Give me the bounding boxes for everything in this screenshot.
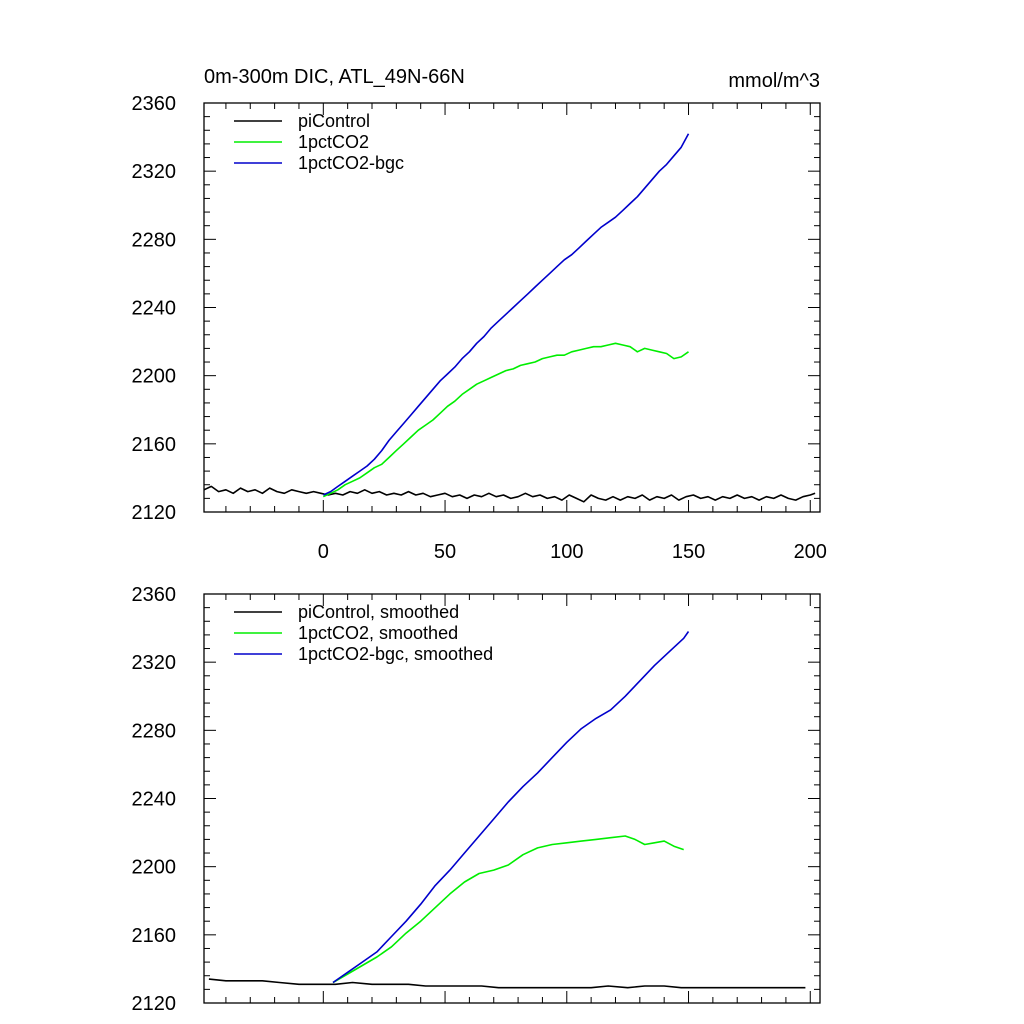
y-tick-label: 2160	[132, 434, 177, 456]
y-tick-label: 2280	[132, 229, 177, 251]
y-tick-label: 2320	[132, 652, 177, 674]
x-tick-label: 150	[672, 541, 705, 563]
legend-label: piControl	[298, 111, 370, 131]
y-tick-label: 2120	[132, 502, 177, 524]
series-line-0	[208, 978, 806, 989]
bottom-series	[208, 631, 806, 989]
y-tick-label: 2160	[132, 925, 177, 947]
y-tick-label: 2240	[132, 298, 177, 320]
x-tick-label: 50	[434, 541, 456, 563]
series-line-1	[332, 835, 684, 984]
series-line-2	[332, 631, 690, 984]
x-tick-label: 200	[794, 541, 827, 563]
y-tick-label: 2200	[132, 857, 177, 879]
chart-title: 0m-300m DIC, ATL_49N-66N	[204, 66, 465, 88]
top-panel: 0m-300m DIC, ATL_49N-66N mmol/m^3 212021…	[132, 66, 827, 563]
top-axes: 2120 2160 2200 2240 2280 2320 2360 0 50 100 150 200	[132, 93, 827, 563]
bottom-axes: 2120 2160 2200 2240 2280 2320 2360	[132, 584, 821, 1015]
series-line-1	[322, 342, 689, 498]
units-label: mmol/m^3	[728, 70, 820, 92]
y-tick-label: 2360	[132, 584, 177, 606]
legend-label: 1pctCO2	[298, 132, 369, 152]
bottom-panel: 2120 2160 2200 2240 2280 2320 2360 piControl, …	[132, 584, 821, 1015]
y-tick-label: 2280	[132, 720, 177, 742]
legend-label: 1pctCO2-bgc, smoothed	[298, 644, 493, 664]
y-tick-label: 2120	[132, 993, 177, 1015]
legend-label: piControl, smoothed	[298, 602, 459, 622]
y-tick-label: 2360	[132, 93, 177, 115]
y-tick-label: 2200	[132, 366, 177, 388]
x-tick-label: 100	[550, 541, 583, 563]
series-line-2	[322, 133, 690, 496]
y-tick-label: 2240	[132, 789, 177, 811]
legend-label: 1pctCO2-bgc	[298, 153, 404, 173]
y-tick-label: 2320	[132, 161, 177, 183]
top-series	[203, 133, 816, 503]
x-tick-label: 0	[318, 541, 329, 563]
plot-frame	[203, 102, 821, 513]
legend-label: 1pctCO2, smoothed	[298, 623, 458, 643]
series-line-0	[203, 485, 816, 503]
